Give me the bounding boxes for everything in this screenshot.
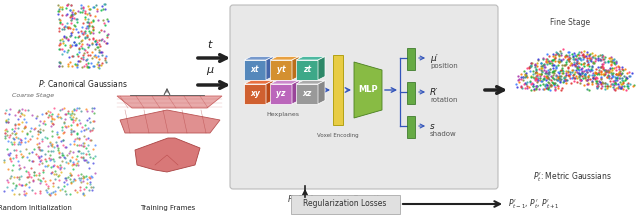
Polygon shape (296, 81, 325, 84)
Text: $P$: Canonical Gaussians: $P$: Canonical Gaussians (38, 78, 128, 89)
Polygon shape (292, 57, 299, 80)
Polygon shape (266, 81, 273, 104)
Text: s: s (430, 122, 435, 131)
Text: Hexplanes: Hexplanes (266, 112, 300, 117)
FancyBboxPatch shape (230, 5, 498, 189)
Text: xt: xt (251, 65, 259, 75)
Text: $P_t'$: Metric Gaussians: $P_t'$: Metric Gaussians (532, 170, 611, 184)
Text: position: position (430, 63, 458, 69)
Text: Regularization Losses: Regularization Losses (303, 200, 387, 208)
Polygon shape (270, 81, 299, 84)
Polygon shape (354, 62, 382, 118)
Text: Coarse Stage: Coarse Stage (12, 93, 54, 98)
Text: $P_{t-1}'$, $P_t'$, $P_{t+1}'$: $P_{t-1}'$, $P_t'$, $P_{t+1}'$ (508, 197, 560, 211)
FancyBboxPatch shape (407, 116, 415, 138)
Polygon shape (530, 52, 620, 105)
Polygon shape (296, 60, 318, 80)
Text: xz: xz (302, 89, 312, 98)
Polygon shape (318, 81, 325, 104)
Polygon shape (296, 57, 325, 60)
Text: Fine Stage: Fine Stage (550, 18, 590, 27)
Text: xy: xy (250, 89, 260, 98)
FancyBboxPatch shape (333, 55, 343, 125)
Text: $F$: Deformation Function: $F$: Deformation Function (287, 193, 390, 204)
Polygon shape (318, 57, 325, 80)
Text: $t$: $t$ (207, 38, 213, 50)
Text: yz: yz (276, 89, 285, 98)
Polygon shape (244, 60, 266, 80)
Polygon shape (117, 96, 222, 108)
Text: Voxel Encoding: Voxel Encoding (317, 133, 359, 138)
Polygon shape (296, 84, 318, 104)
Text: shadow: shadow (430, 131, 457, 137)
Polygon shape (270, 60, 292, 80)
Polygon shape (292, 81, 299, 104)
Text: $\mu$: $\mu$ (205, 65, 214, 77)
Polygon shape (244, 84, 266, 104)
Text: yt: yt (276, 65, 285, 75)
Polygon shape (244, 57, 273, 60)
Text: zt: zt (303, 65, 311, 75)
Polygon shape (135, 138, 200, 172)
Polygon shape (270, 84, 292, 104)
FancyBboxPatch shape (407, 82, 415, 104)
Text: rotation: rotation (430, 97, 458, 103)
Polygon shape (266, 57, 273, 80)
Text: Random Initialization: Random Initialization (0, 205, 72, 211)
FancyBboxPatch shape (407, 48, 415, 70)
FancyBboxPatch shape (291, 195, 400, 214)
Polygon shape (270, 57, 299, 60)
Text: μ′: μ′ (430, 54, 438, 63)
Text: Training Frames: Training Frames (140, 205, 196, 211)
Polygon shape (244, 81, 273, 84)
Polygon shape (120, 110, 220, 133)
Text: MLP: MLP (358, 86, 378, 95)
Text: R′: R′ (430, 88, 438, 97)
